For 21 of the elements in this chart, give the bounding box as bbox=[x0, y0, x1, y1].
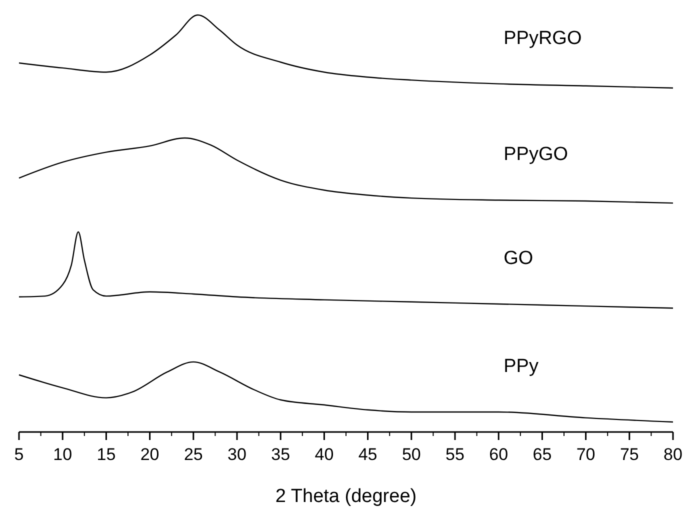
x-tick-label: 30 bbox=[228, 445, 246, 464]
series-label: GO bbox=[504, 248, 534, 269]
x-tick-label: 55 bbox=[446, 445, 464, 464]
x-tick-label: 10 bbox=[53, 445, 72, 464]
x-tick-label: 5 bbox=[14, 445, 24, 464]
x-tick-label: 60 bbox=[489, 445, 508, 464]
x-tick-label: 40 bbox=[314, 445, 334, 464]
x-tick-label: 50 bbox=[402, 445, 421, 464]
x-tick-label: 35 bbox=[271, 445, 290, 464]
x-tick-label: 15 bbox=[96, 445, 116, 464]
x-tick-label: 70 bbox=[576, 445, 596, 464]
x-tick-label: 20 bbox=[140, 445, 160, 464]
x-tick-label: 75 bbox=[620, 445, 639, 464]
series-label: PPyRGO bbox=[504, 28, 582, 49]
x-tick-label: 80 bbox=[664, 445, 682, 464]
x-tick-label: 65 bbox=[532, 445, 552, 464]
series-label: PPyGO bbox=[504, 144, 568, 166]
series-label: PPy bbox=[504, 356, 539, 377]
x-tick-label: 25 bbox=[184, 445, 203, 464]
x-axis-title: 2 Theta (degree) bbox=[275, 486, 417, 507]
x-tick-label: 45 bbox=[358, 445, 378, 464]
